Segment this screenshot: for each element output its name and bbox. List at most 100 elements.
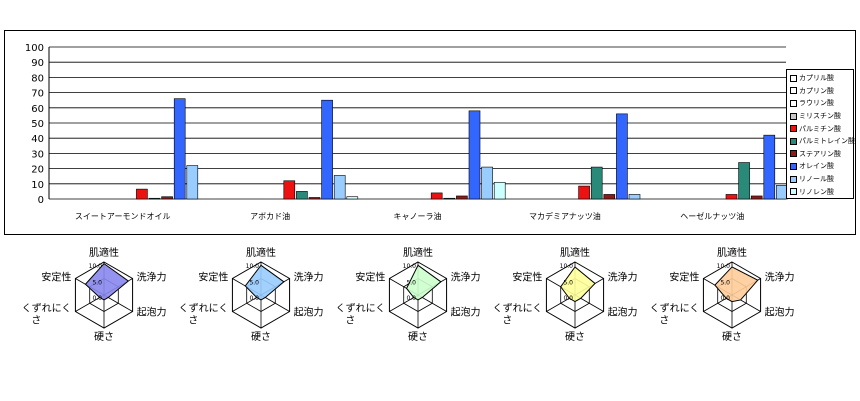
radar-axis-label: 起泡力: [294, 306, 324, 319]
bar: [161, 196, 173, 200]
legend-swatch: [790, 87, 797, 95]
y-tick-label: 20: [31, 165, 44, 176]
x-tick-label: スイートアーモンドオイル: [75, 212, 171, 221]
y-tick-label: 10: [31, 180, 44, 191]
x-tick-label: マカデミアナッツ油: [529, 211, 601, 221]
bar: [590, 166, 603, 200]
radar-tick-label: 5.0: [720, 280, 730, 287]
y-tick-label: 80: [31, 73, 44, 84]
radar-axis-label: 肌適性: [403, 246, 433, 259]
radar-spoke: [75, 294, 105, 312]
radar-tick-label: 10.0: [403, 263, 417, 270]
radar-spoke: [103, 294, 133, 312]
bar: [148, 197, 161, 200]
bar: [750, 195, 763, 200]
radar-tick-label: 10.0: [246, 263, 260, 270]
y-tick-label: 100: [25, 43, 44, 54]
radar-spoke: [232, 294, 262, 312]
bar: [763, 134, 776, 200]
radar-axis-label: くずれにく: [22, 303, 72, 315]
radar-tick-label: 0.0: [563, 295, 573, 302]
radar-axis-label: 起泡力: [765, 306, 795, 319]
bar: [430, 192, 443, 200]
radar-axis-label: くずれにく: [336, 303, 386, 315]
radar-tick-label: 5.0: [406, 280, 416, 287]
legend-swatch: [790, 112, 797, 120]
radar-series: [405, 264, 442, 301]
radar-axis-label-cont: さ: [659, 315, 669, 327]
bar: [628, 194, 641, 200]
radar-axis-label: 安定性: [355, 271, 385, 284]
radar-axis-label: 肌適性: [560, 246, 590, 259]
radar-axis-label: 洗浄力: [608, 271, 638, 284]
bar: [321, 99, 333, 200]
legend-label: カプリル酸: [799, 74, 834, 83]
legend-swatch: [790, 137, 797, 145]
legend-label: パルミトレイン酸: [799, 137, 855, 146]
x-tick-label: キャノーラ油: [394, 211, 442, 221]
radar-spoke: [389, 294, 419, 312]
bar: [308, 197, 321, 200]
legend-entry: ミリスチン酸: [790, 110, 853, 123]
legend-label: オレイン酸: [799, 162, 834, 171]
radar-tick-label: 5.0: [563, 280, 573, 287]
legend-swatch: [790, 162, 797, 170]
radar-axis-label: 安定性: [198, 271, 228, 284]
radar-axis-label-cont: さ: [502, 315, 512, 327]
legend-swatch: [790, 74, 797, 82]
y-tick-label: 30: [31, 149, 44, 160]
radar-series: [560, 266, 596, 303]
radar-spoke: [260, 294, 290, 312]
x-tick-label: アボカド油: [250, 211, 290, 221]
legend-swatch: [790, 125, 797, 133]
radar-axis-label: 硬さ: [94, 331, 114, 343]
legend-entry: カプリン酸: [790, 85, 853, 98]
legend-entry: リノレン酸: [790, 185, 853, 198]
radar-tick-label: 10.0: [89, 263, 103, 270]
radar-axis-label-cont: さ: [31, 315, 41, 327]
bar: [173, 98, 186, 200]
bar: [283, 180, 296, 200]
legend-label: リノレン酸: [799, 187, 834, 196]
radar-series: [714, 266, 759, 303]
radar-axis-label: 硬さ: [565, 331, 585, 343]
bar-chart: 0 10 20 30 40 50 60 70 80 90 100 スイートアーモンドオイル アボカド油 キ…: [4, 30, 856, 235]
radar-axis-label: 洗浄力: [137, 271, 167, 284]
radar-tick-label: 0.0: [92, 295, 102, 302]
radar-axis-label: くずれにく: [493, 303, 543, 315]
legend-entry: リノール酸: [790, 173, 853, 186]
radar-axis-label: 硬さ: [722, 331, 742, 343]
radar-axis-label: 起泡力: [608, 306, 638, 319]
legend: カプリル酸 カプリン酸 ラウリン酸 ミリスチン酸 パルミチン酸 パルミトレイン酸 ステアリン…: [786, 69, 855, 199]
radar-axis-label: 安定性: [669, 271, 699, 284]
bar: [468, 110, 481, 200]
radar-tick-label: 5.0: [92, 280, 102, 287]
bar: [481, 166, 493, 200]
y-tick-label: 0: [38, 195, 44, 206]
radar-axis-label: 肌適性: [89, 246, 119, 259]
radar-axis-label: くずれにく: [179, 303, 229, 315]
radar-tick-label: 10.0: [560, 263, 574, 270]
bar: [136, 188, 148, 200]
legend-swatch: [790, 188, 797, 196]
radar-tick-label: 0.0: [720, 295, 730, 302]
bar: [493, 181, 506, 200]
legend-entry: オレイン酸: [790, 160, 853, 173]
legend-label: ステアリン酸: [799, 149, 841, 158]
bar: [456, 195, 468, 200]
radar-axis-label: 起泡力: [137, 306, 167, 319]
radar-tick-label: 10.0: [717, 263, 731, 270]
radar-tick-label: 0.0: [249, 295, 259, 302]
bar: [186, 165, 199, 200]
bar: [603, 194, 616, 200]
legend-label: ミリスチン酸: [799, 112, 841, 121]
radar-axis-label: 安定性: [512, 271, 542, 284]
bar: [578, 185, 590, 200]
radar-axis-label-cont: さ: [345, 315, 355, 327]
radar-axis-label: 安定性: [41, 271, 71, 284]
legend-label: パルミチン酸: [799, 124, 841, 133]
